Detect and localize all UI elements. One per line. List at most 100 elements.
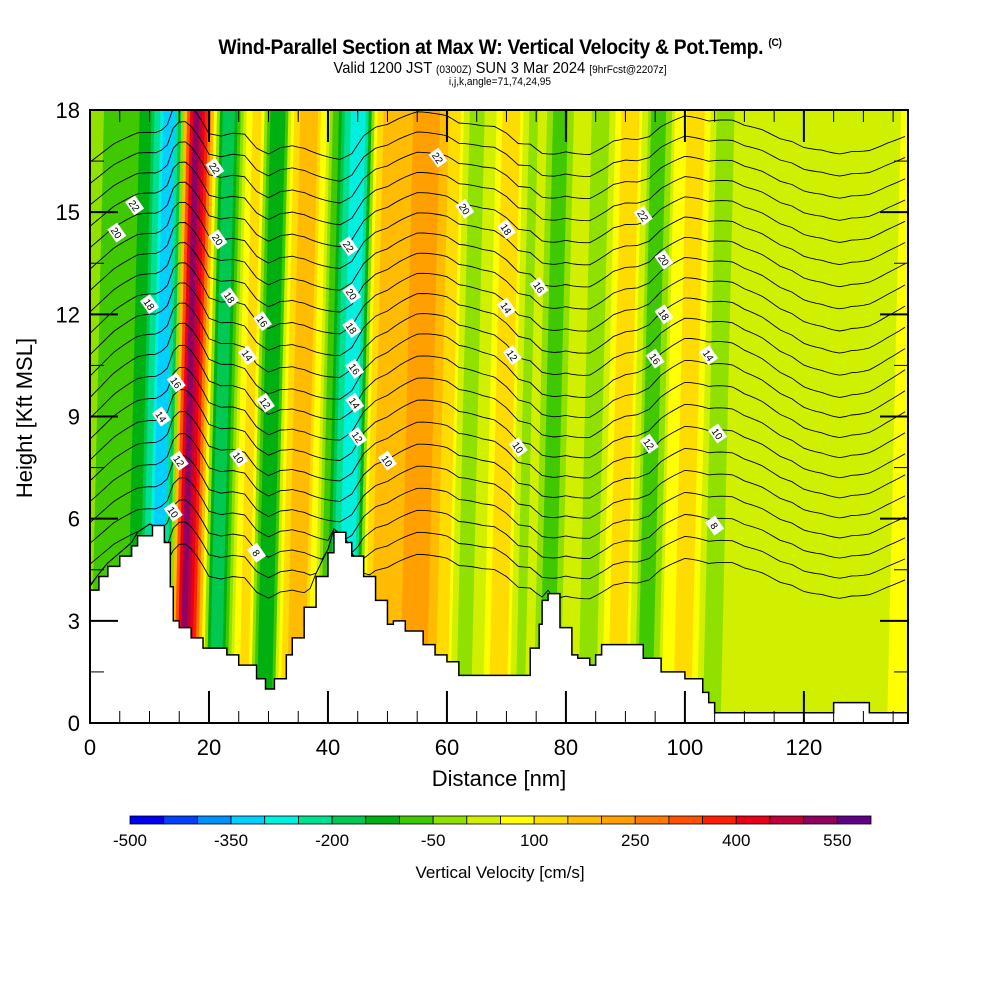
y-tick-label: 6 (68, 507, 80, 532)
velocity-cell (857, 110, 876, 723)
velocity-cell (515, 110, 533, 723)
velocity-cell (571, 110, 590, 723)
colorbar-segment (634, 815, 670, 825)
contour-label-box (529, 277, 549, 298)
contour-label: 14 (496, 297, 516, 318)
contour-label: 14 (699, 345, 719, 366)
velocity-cell (670, 110, 688, 723)
velocity-cell (854, 110, 873, 723)
contour-label: 16 (345, 358, 365, 379)
contour-label-box (508, 437, 528, 458)
velocity-cell (322, 110, 340, 723)
velocity-cell (729, 110, 748, 723)
velocity-cell (684, 110, 703, 723)
contour-label: 20 (654, 249, 674, 270)
velocity-cell (292, 110, 310, 723)
grid-indices: i,j,k,angle=71,74,24,95 (448, 76, 552, 88)
velocity-cell (800, 110, 819, 723)
x-tick-label: 100 (667, 735, 704, 760)
velocity-cell (640, 110, 658, 723)
velocity-cell (200, 110, 218, 723)
theta-contour-line (90, 222, 906, 291)
velocity-cell (678, 110, 697, 723)
velocity-cell (869, 110, 887, 723)
velocity-cell (411, 110, 429, 723)
contour-label: 22 (633, 205, 653, 226)
velocity-cell (899, 332, 908, 723)
velocity-cell (774, 110, 792, 723)
velocity-cell (637, 110, 655, 723)
velocity-cell (479, 110, 498, 723)
velocity-cell (319, 110, 337, 723)
velocity-cell (708, 110, 727, 723)
colorbar-label: Vertical Velocity [cm/s] (415, 863, 585, 882)
contour-label-box (496, 219, 516, 240)
contour-label-box (496, 297, 516, 318)
velocity-cell (286, 110, 304, 723)
x-axis-label: Distance [nm] (431, 766, 567, 791)
colorbar-segment (803, 815, 838, 825)
contour-label-box (455, 198, 475, 219)
velocity-cell (497, 110, 516, 723)
colorbar-segment (836, 815, 872, 825)
velocity-cell (789, 110, 807, 723)
velocity-cell (214, 110, 233, 723)
velocity-cell (607, 110, 626, 723)
contour-label-box (229, 447, 249, 468)
colorbar-segment (129, 815, 165, 825)
velocity-cell (405, 110, 423, 723)
contour-label: 20 (342, 283, 362, 304)
velocity-cell (420, 110, 438, 723)
theta-contour-line (90, 344, 906, 421)
velocity-cell (634, 110, 652, 723)
theta-contour-line (90, 366, 906, 441)
velocity-field (90, 110, 908, 723)
y-tick-label: 3 (68, 609, 80, 634)
velocity-cell (363, 110, 382, 723)
contour-label: 18 (654, 304, 674, 325)
colorbar-segment (702, 815, 737, 825)
colorbar-tick-label: -50 (421, 831, 446, 850)
velocity-cell (423, 110, 441, 723)
velocity-cell (295, 110, 313, 723)
chart-title: Wind-Parallel Section at Max W: Vertical… (40, 36, 960, 60)
velocity-cell (717, 110, 736, 723)
contour-label: 16 (529, 277, 549, 298)
velocity-cell (452, 110, 471, 723)
theta-contour-line (90, 282, 906, 357)
velocity-cell (720, 110, 739, 723)
contour-label: 18 (342, 317, 362, 338)
velocity-cell (206, 110, 224, 723)
theta-contour-line (90, 110, 906, 163)
velocity-cell (268, 110, 287, 723)
contour-label: 12 (348, 426, 368, 447)
contour-label: 10 (377, 450, 397, 471)
velocity-cell (256, 110, 275, 723)
velocity-cell (217, 110, 236, 723)
velocity-cell (842, 110, 861, 723)
contour-label-box (339, 236, 359, 257)
contour-label-box (205, 157, 225, 178)
velocity-cell (711, 110, 730, 723)
y-axis-label: Height [Kft MSL] (12, 337, 37, 499)
velocity-cell (438, 110, 456, 723)
velocity-cell (610, 110, 629, 723)
velocity-cell (432, 110, 450, 723)
velocity-cell (794, 110, 813, 723)
x-tick-label: 60 (435, 735, 459, 760)
theta-contour-line (90, 302, 906, 378)
velocity-cell (622, 110, 641, 723)
colorbar-tick-label: 100 (520, 831, 548, 850)
x-tick-label: 120 (786, 735, 823, 760)
velocity-cell (449, 110, 468, 723)
velocity-cell (426, 110, 444, 723)
colorbar-segment (196, 815, 232, 825)
x-tick-label: 0 (84, 735, 96, 760)
axes: 0 20 40 60 80 100 120 0 3 6 9 12 15 18 (56, 98, 909, 760)
theta-contour-line (90, 121, 906, 184)
velocity-cell (589, 110, 608, 723)
colorbar-segment (365, 815, 400, 825)
theta-contour-line (90, 499, 906, 565)
velocity-cell (491, 110, 510, 723)
terrain (90, 524, 908, 723)
